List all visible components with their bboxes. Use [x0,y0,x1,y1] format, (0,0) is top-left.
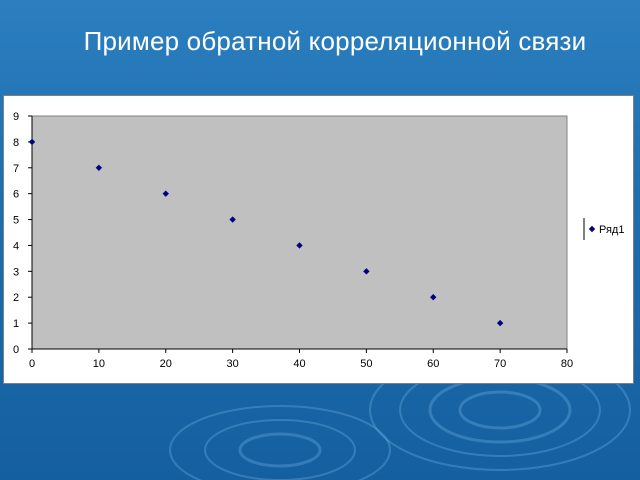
y-tick-label: 2 [13,292,19,304]
x-tick-label: 60 [427,358,439,370]
plot-area [31,115,568,350]
data-point [229,216,236,223]
chart-area: 0 1 2 3 4 5 6 7 8 9 0 10 20 30 40 50 60 70 80 Ряд1 [3,95,634,384]
y-tick-label: 6 [13,189,19,201]
x-tick-label: 10 [93,358,105,370]
slide-title: Пример обратной корреляционной связи [83,26,587,56]
y-tick-label: 8 [13,137,19,149]
scatter-chart: 0 1 2 3 4 5 6 7 8 9 0 10 20 30 40 50 60 70 80 Ряд1 [13,111,624,370]
legend-marker [588,225,596,233]
x-tick-label: 20 [160,358,172,370]
x-tick-label: 30 [227,358,239,370]
data-point [162,190,169,197]
data-point [296,242,303,249]
x-tick-label: 70 [494,358,506,370]
data-point [28,138,36,146]
legend-label: Ряд1 [599,224,624,236]
y-tick-label: 3 [13,266,19,278]
y-tick-label: 5 [13,215,19,227]
data-point [430,294,437,301]
data-point [363,268,370,275]
x-tick-label: 0 [29,358,35,370]
y-tick-label: 7 [13,163,19,175]
x-tick-label: 80 [561,358,573,370]
x-tick-label: 40 [293,358,305,370]
x-tick-label: 50 [360,358,372,370]
y-tick-label: 1 [13,318,19,330]
y-tick-label: 9 [13,111,19,123]
y-tick-label: 4 [13,240,19,252]
data-point [95,164,103,171]
y-tick-label: 0 [13,344,19,356]
